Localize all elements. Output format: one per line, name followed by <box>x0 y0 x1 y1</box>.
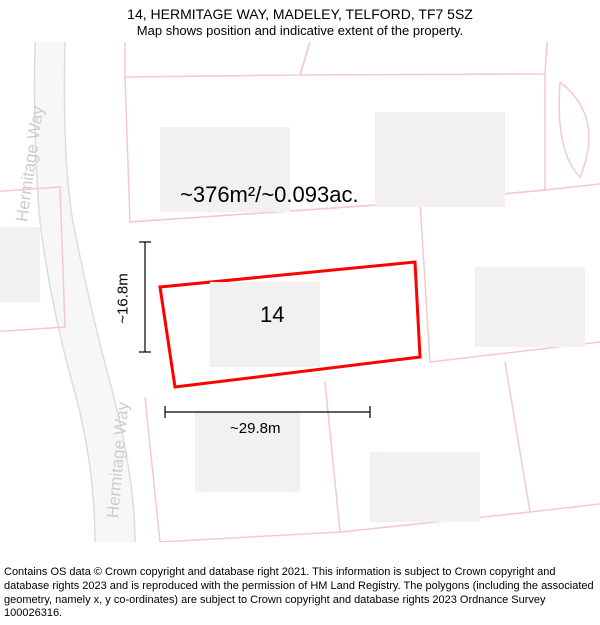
dim-horizontal-label: ~29.8m <box>230 420 280 437</box>
parcel-line <box>545 184 600 190</box>
building <box>0 227 40 302</box>
footer-copyright: Contains OS data © Crown copyright and d… <box>4 566 596 621</box>
building <box>475 267 585 347</box>
area-label: ~376m²/~0.093ac. <box>180 182 359 208</box>
page-subtitle: Map shows position and indicative extent… <box>0 23 600 38</box>
parcel-line <box>125 42 310 77</box>
dim-vertical-label: ~16.8m <box>115 273 132 323</box>
dim-vertical-line <box>139 242 151 352</box>
parcel-line <box>530 504 600 512</box>
property-number: 14 <box>260 302 284 328</box>
map-canvas: Hermitage Way Hermitage Way ~376m²/~0.09… <box>0 42 600 542</box>
parcel-line <box>300 42 547 75</box>
building <box>370 452 480 522</box>
header: 14, HERMITAGE WAY, MADELEY, TELFORD, TF7… <box>0 0 600 38</box>
map-svg <box>0 42 600 542</box>
page-title: 14, HERMITAGE WAY, MADELEY, TELFORD, TF7… <box>0 6 600 22</box>
parcel-line <box>559 82 589 177</box>
building <box>375 112 505 207</box>
